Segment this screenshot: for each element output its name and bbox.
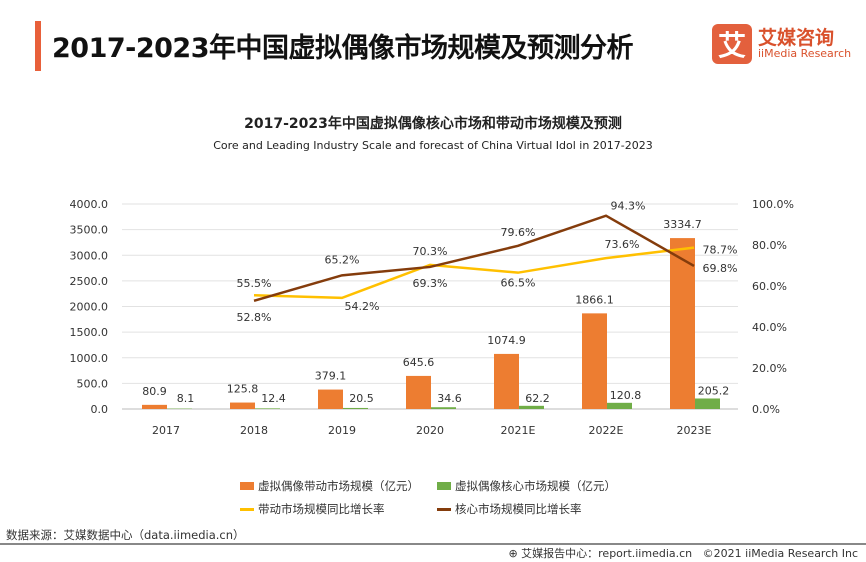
leading-growth-label: 70.3% — [413, 245, 448, 258]
leading-bar — [494, 353, 519, 409]
leading-bar-label: 125.8 — [227, 383, 259, 396]
x-tick-label: 2021E — [501, 424, 536, 437]
copyright: ©2021 iiMedia Research Inc — [702, 547, 858, 560]
right-tick-label: 0.0% — [752, 403, 780, 416]
chart-title: 2017-2023年中国虚拟偶像核心市场和带动市场规模及预测 — [244, 116, 622, 132]
logo-icon: 艾 — [712, 24, 752, 64]
core-bar-label: 12.4 — [261, 392, 286, 405]
report-link[interactable]: 艾媒报告中心：report.iimedia.cn — [521, 547, 693, 560]
left-tick-label: 3500.0 — [70, 224, 109, 237]
core-bar — [255, 408, 280, 409]
chart-subtitle: Core and Leading Industry Scale and fore… — [213, 139, 653, 152]
left-tick-label: 0.0 — [91, 403, 109, 416]
core-growth-line — [253, 214, 695, 302]
legend-swatch — [437, 507, 451, 511]
legend-swatch — [240, 482, 254, 490]
right-tick-label: 100.0% — [752, 198, 794, 211]
leading-growth-line — [253, 246, 695, 300]
legend-label: 虚拟偶像核心市场规模（亿元） — [455, 479, 616, 493]
logo: 艾 艾媒咨询 iiMedia Research — [712, 24, 851, 64]
leading-growth-label: 73.6% — [605, 238, 640, 251]
core-bar — [607, 402, 632, 409]
core-bar — [343, 407, 368, 409]
left-tick-label: 500.0 — [77, 377, 109, 390]
footer: ⊕ 艾媒报告中心：report.iimedia.cn ©2021 iiMedia… — [508, 545, 858, 561]
core-growth-label: 94.3% — [611, 200, 646, 213]
left-tick-label: 2000.0 — [70, 301, 109, 314]
x-tick-label: 2023E — [677, 424, 712, 437]
leading-growth-label: 54.2% — [345, 300, 380, 313]
core-bar-label: 34.6 — [437, 392, 462, 405]
legend-swatch — [240, 507, 254, 511]
leading-bar-label: 80.9 — [142, 385, 167, 398]
core-growth-label: 52.8% — [237, 311, 272, 324]
legend-leading-line: 带动市场规模同比增长率 — [240, 501, 385, 517]
leading-bar — [670, 238, 695, 409]
leading-bar-label: 379.1 — [315, 370, 347, 383]
legend-label: 带动市场规模同比增长率 — [258, 502, 385, 516]
data-source: 数据来源：艾媒数据中心（data.iimedia.cn） — [6, 528, 245, 542]
core-bar-label: 62.2 — [525, 392, 550, 405]
right-tick-label: 80.0% — [752, 239, 787, 252]
leading-bar-label: 3334.7 — [663, 218, 702, 231]
left-tick-label: 1500.0 — [70, 326, 109, 339]
x-tick-label: 2017 — [152, 424, 180, 437]
legend-label: 核心市场规模同比增长率 — [455, 502, 582, 516]
footer-divider — [0, 543, 866, 545]
leading-bar-label: 645.6 — [403, 356, 435, 369]
core-growth-label: 69.3% — [413, 277, 448, 290]
right-tick-label: 60.0% — [752, 280, 787, 293]
right-tick-label: 20.0% — [752, 362, 787, 375]
x-tick-label: 2018 — [240, 424, 268, 437]
core-bar-label: 8.1 — [177, 392, 195, 405]
core-growth-label: 79.6% — [501, 226, 536, 239]
page-title: 2017-2023年中国虚拟偶像市场规模及预测分析 — [52, 33, 634, 64]
leading-bar-label: 1866.1 — [575, 293, 614, 306]
leading-bar — [230, 402, 255, 409]
leading-growth-label: 78.7% — [703, 244, 738, 257]
leading-bar — [406, 375, 431, 409]
legend-core-line: 核心市场规模同比增长率 — [437, 501, 582, 517]
left-tick-label: 3000.0 — [70, 249, 109, 262]
leading-growth-label: 66.5% — [501, 277, 536, 290]
core-growth-label: 65.2% — [325, 253, 360, 266]
x-tick-label: 2019 — [328, 424, 356, 437]
leading-bar — [582, 313, 607, 409]
left-tick-label: 2500.0 — [70, 275, 109, 288]
core-bar — [695, 398, 720, 409]
logo-en: iiMedia Research — [758, 47, 852, 61]
core-bar-label: 205.2 — [698, 384, 730, 397]
legend-swatch — [437, 482, 451, 490]
left-tick-label: 1000.0 — [70, 352, 109, 365]
core-bar — [431, 407, 456, 409]
core-bar — [519, 405, 544, 409]
leading-growth-label: 55.5% — [237, 277, 272, 290]
globe-icon: ⊕ — [508, 547, 518, 560]
core-bar-label: 120.8 — [610, 389, 642, 402]
title-accent-bar — [35, 21, 41, 71]
x-tick-label: 2020 — [416, 424, 444, 437]
right-tick-label: 40.0% — [752, 321, 787, 334]
leading-bar — [142, 404, 167, 409]
legend-core-bar: 虚拟偶像核心市场规模（亿元） — [437, 478, 616, 494]
leading-bar-label: 1074.9 — [487, 334, 526, 347]
legend-leading-bar: 虚拟偶像带动市场规模（亿元） — [240, 478, 419, 494]
legend-label: 虚拟偶像带动市场规模（亿元） — [258, 479, 419, 493]
core-bar-label: 20.5 — [349, 392, 374, 405]
leading-bar — [318, 389, 343, 409]
x-tick-label: 2022E — [589, 424, 624, 437]
logo-cn: 艾媒咨询 — [758, 26, 835, 49]
core-growth-label: 69.8% — [703, 262, 738, 275]
left-tick-label: 4000.0 — [70, 198, 109, 211]
